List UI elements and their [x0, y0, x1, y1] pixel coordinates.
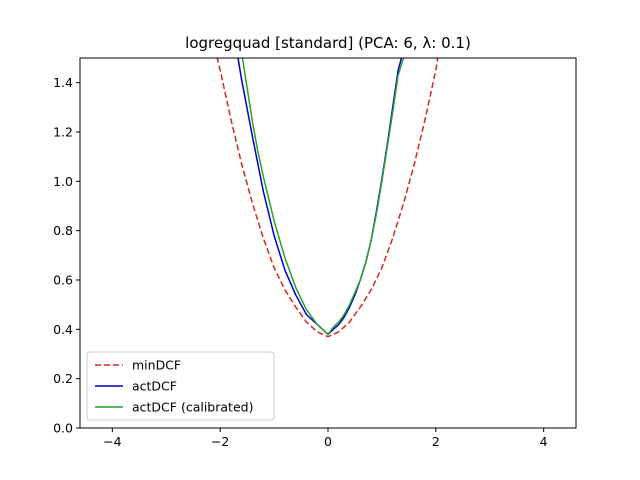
- x-tick-label: −4: [103, 434, 121, 449]
- y-axis: 0.0 0.2 0.4 0.6 0.8 1.0 1.2 1.4: [53, 75, 80, 436]
- y-tick-label: 0.2: [53, 371, 73, 386]
- legend-box: [86, 351, 275, 421]
- y-tick-label: 0.6: [53, 273, 73, 288]
- series-line-0: [216, 58, 439, 338]
- y-tick-label: 0.8: [53, 223, 73, 238]
- y-tick-label: 1.0: [53, 174, 73, 189]
- chart-title: logregquad [standard] (PCA: 6, λ: 0.1): [185, 34, 471, 52]
- y-tick-label: 0.0: [53, 421, 73, 436]
- x-tick-label: 4: [540, 434, 548, 449]
- legend: minDCF actDCF actDCF (calibrated): [86, 351, 275, 421]
- legend-label: actDCF (calibrated): [132, 400, 253, 415]
- x-tick-label: 2: [432, 434, 440, 449]
- legend-label: minDCF: [132, 358, 181, 373]
- y-tick-label: 1.4: [53, 75, 73, 90]
- series-layer: [216, 58, 439, 338]
- legend-label: actDCF: [132, 379, 177, 394]
- x-tick-label: 0: [324, 434, 332, 449]
- series-line-2: [241, 58, 405, 336]
- y-tick-label: 0.4: [53, 322, 73, 337]
- y-tick-label: 1.2: [53, 125, 73, 140]
- series-line-1: [237, 58, 403, 336]
- x-axis: −4 −2 0 2 4: [103, 428, 548, 449]
- x-tick-label: −2: [211, 434, 229, 449]
